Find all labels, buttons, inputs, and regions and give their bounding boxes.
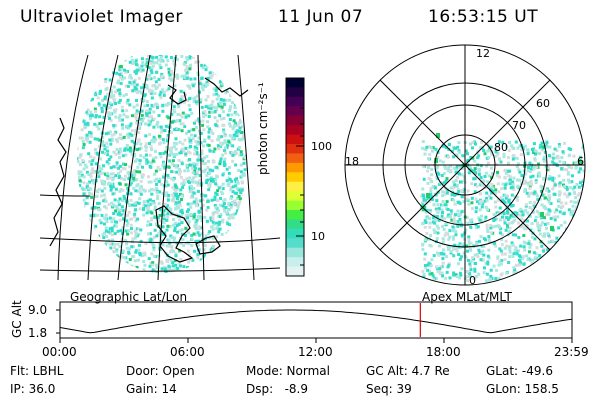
time-tick-0000: 00:00 — [42, 345, 77, 359]
date-label: 11 Jun 07 — [278, 7, 364, 27]
colorbar-tick-10: 10 — [311, 230, 325, 243]
geographic-caption: Geographic Lat/Lon — [70, 290, 188, 304]
altitude-ytick-min: 1.8 — [28, 326, 48, 340]
ip-info: IP: 36.0 — [10, 382, 56, 396]
time-label: 16:53:15 UT — [428, 7, 539, 27]
colorbar-band — [286, 191, 304, 202]
colorbar-frame — [285, 77, 305, 277]
aurora-image-left — [77, 55, 247, 273]
geographic-map — [40, 55, 280, 280]
colorbar-unit-label: photon cm⁻²s⁻¹ — [256, 82, 270, 175]
mlt-label-0: 0 — [469, 274, 476, 287]
apex-caption: Apex MLat/MLT — [422, 290, 512, 304]
time-tick-1800: 18:00 — [426, 345, 461, 359]
colorbar-band — [286, 96, 304, 107]
colorbar-band — [286, 257, 304, 268]
colorbar-band — [286, 247, 304, 258]
colorbar-band — [286, 238, 304, 249]
colorbar-band — [286, 153, 304, 164]
glon-info: GLon: 158.5 — [486, 382, 559, 396]
lat-label-60: 60 — [536, 97, 550, 110]
colorbar-band — [286, 87, 304, 98]
colorbar-band — [286, 266, 304, 277]
colorbar-band — [286, 144, 304, 154]
colorbar-band — [286, 162, 304, 173]
colorbar — [286, 78, 304, 277]
colorbar-band — [286, 106, 304, 117]
seq-info: Seq: 39 — [366, 382, 412, 396]
colorbar-band — [286, 181, 304, 192]
colorbar-band — [286, 172, 304, 183]
lat-label-70: 70 — [512, 119, 526, 132]
meridian-grid — [40, 55, 280, 280]
colorbar-ticks — [296, 107, 304, 266]
altitude-plot — [56, 301, 573, 343]
colorbar-band — [286, 134, 304, 145]
colorbar-band — [286, 115, 304, 126]
colorbar-band — [286, 228, 304, 239]
mlt-label-6: 6 — [577, 155, 584, 168]
instrument-title: Ultraviolet Imager — [20, 7, 183, 27]
colorbar-tick-100: 100 — [311, 140, 332, 153]
dsp-info: Dsp: -8.9 — [246, 382, 309, 396]
altitude-ylabel: GC Alt — [10, 300, 24, 338]
door-info: Door: Open — [126, 364, 195, 378]
time-tick-2359: 23:59 — [554, 345, 589, 359]
colorbar-band — [286, 210, 304, 220]
colorbar-band — [286, 78, 304, 88]
glat-info: GLat: -49.6 — [486, 364, 553, 378]
polar-map — [344, 44, 586, 286]
mlt-label-18: 18 — [345, 155, 359, 168]
time-tick-1200: 12:00 — [298, 345, 333, 359]
polar-grid — [344, 44, 586, 286]
coastlines — [49, 77, 249, 263]
mlt-label-12: 12 — [476, 47, 490, 60]
mode-info: Mode: Normal — [246, 364, 330, 378]
altitude-ytick-max: 9.0 — [28, 303, 48, 317]
colorbar-band — [286, 219, 304, 230]
filter-info: Flt: LBHL — [10, 364, 64, 378]
colorbar-band — [286, 125, 304, 136]
gc-alt-info: GC Alt: 4.7 Re — [366, 364, 450, 378]
time-tick-0600: 06:00 — [170, 345, 205, 359]
colorbar-band — [286, 200, 304, 211]
gain-info: Gain: 14 — [126, 382, 177, 396]
aurora-image-right — [420, 140, 585, 283]
lat-label-80: 80 — [494, 141, 508, 154]
